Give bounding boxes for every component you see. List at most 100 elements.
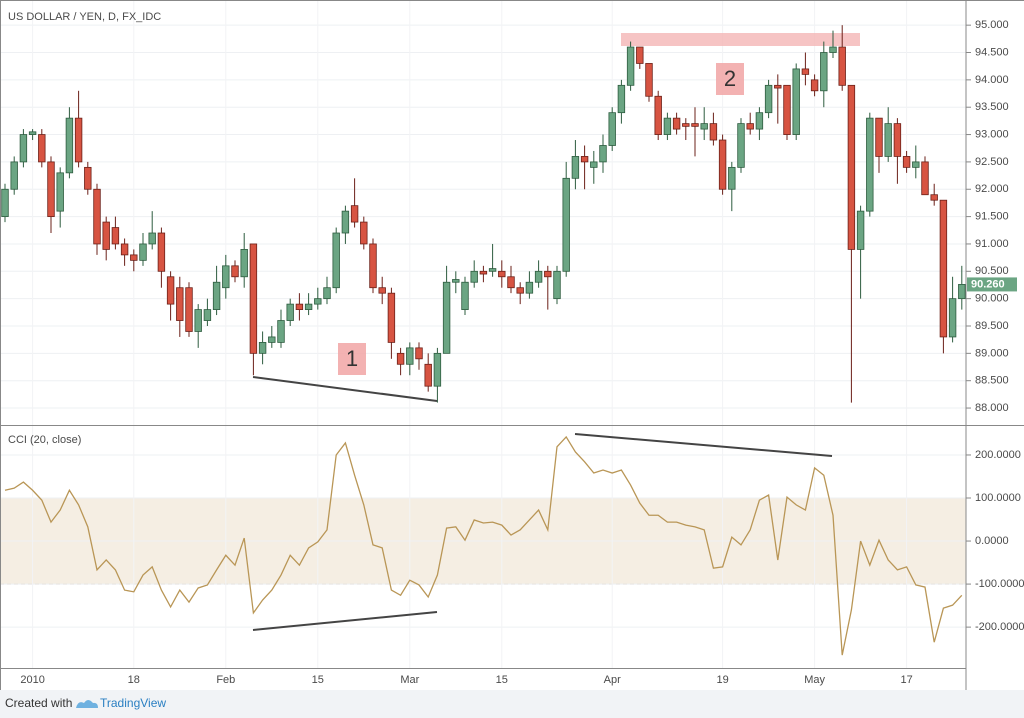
- x-tick-label: 19: [716, 674, 728, 686]
- candle-body: [396, 352, 405, 365]
- candle-body: [672, 117, 681, 130]
- candle-body: [38, 134, 46, 163]
- candle-body: [139, 243, 147, 261]
- candle-body: [442, 281, 451, 354]
- candle-body: [166, 276, 175, 305]
- candle-body: [755, 112, 764, 130]
- candle-body: [562, 177, 570, 272]
- candle-body: [893, 123, 902, 157]
- candle-body: [875, 117, 883, 157]
- candle-body: [553, 270, 561, 300]
- candle-body: [902, 156, 911, 168]
- candle-body: [939, 199, 948, 338]
- x-tick-label: Feb: [216, 674, 235, 686]
- candle-body: [360, 221, 368, 245]
- candle-body: [636, 46, 644, 64]
- candle-body: [111, 227, 120, 245]
- trend-line: [252, 611, 438, 631]
- x-tick-label: 15: [496, 674, 508, 686]
- candle-body: [617, 84, 626, 114]
- candle-body: [56, 172, 64, 212]
- trend-line: [574, 433, 833, 457]
- candle-body: [709, 123, 718, 141]
- candle-body: [856, 210, 865, 250]
- candle-body: [350, 205, 359, 223]
- candle-body: [590, 161, 598, 168]
- candle-body: [479, 270, 488, 275]
- candle-body: [74, 117, 83, 163]
- y-tick-label: 89.500: [975, 320, 1009, 332]
- candle-body: [820, 52, 828, 92]
- candle-body: [718, 139, 727, 190]
- resistance-zone: [621, 33, 860, 46]
- candle-body: [222, 265, 230, 289]
- candle-body: [792, 68, 800, 135]
- candle-body: [84, 166, 92, 190]
- candle-body: [921, 161, 929, 196]
- candle-body: [323, 287, 331, 300]
- x-tick-label: May: [804, 674, 825, 686]
- last-price-box: [967, 277, 1017, 292]
- candle-body: [948, 298, 957, 338]
- candle-body: [801, 68, 810, 75]
- candle-body: [295, 303, 304, 310]
- candle-body: [663, 117, 672, 135]
- candle-body: [406, 347, 414, 365]
- candle-body: [764, 84, 773, 114]
- candle-body: [654, 95, 662, 135]
- candle-body: [277, 320, 285, 343]
- last-price-label: 90.260: [971, 278, 1005, 290]
- candle-body: [774, 84, 782, 89]
- candle-body: [203, 309, 212, 321]
- candle-body: [507, 276, 515, 289]
- candle-body: [958, 284, 966, 300]
- candle-body: [580, 156, 589, 163]
- candle-body: [378, 287, 386, 294]
- y-tick-label: -200.0000: [975, 621, 1024, 633]
- x-tick-label: Mar: [400, 674, 419, 686]
- candle-body: [498, 270, 506, 278]
- candle-body: [544, 270, 552, 278]
- candle-body: [249, 243, 258, 354]
- y-tick-label: 100.0000: [975, 492, 1021, 504]
- annotation: 1: [346, 346, 358, 371]
- candle-body: [470, 270, 478, 283]
- candle-body: [369, 243, 377, 289]
- y-tick-label: 94.000: [975, 74, 1009, 86]
- candle-body: [148, 232, 156, 245]
- candle-body: [608, 112, 616, 146]
- candle-body: [682, 123, 690, 127]
- y-tick-label: 91.500: [975, 211, 1009, 223]
- candle-body: [488, 268, 497, 272]
- candle-body: [93, 188, 101, 245]
- candle-body: [829, 46, 837, 53]
- candle-body: [212, 281, 221, 310]
- trend-line: [252, 376, 438, 402]
- y-tick-label: 92.000: [975, 183, 1009, 195]
- footer-text: Created with: [5, 696, 72, 710]
- candle-body: [65, 117, 74, 174]
- candle-body: [120, 243, 129, 256]
- candle-body: [571, 156, 580, 179]
- candle-body: [341, 210, 350, 234]
- y-tick-label: 0.0000: [975, 535, 1009, 547]
- y-tick-label: 92.500: [975, 156, 1009, 168]
- y-tick-label: 93.000: [975, 128, 1009, 140]
- candle-body: [930, 194, 938, 201]
- y-tick-label: 94.500: [975, 46, 1009, 58]
- candle-body: [231, 265, 239, 278]
- front-layer: 90.260 88.000 88.500 89.000 89.500 90.000 90.5…: [1, 19, 1024, 686]
- candle-body: [525, 281, 534, 294]
- candle-body: [286, 303, 294, 321]
- footer-brand: TradingView: [100, 696, 166, 710]
- candle-body: [737, 123, 745, 168]
- candle-body: [626, 46, 635, 86]
- candle-body: [599, 145, 607, 163]
- candle-body: [783, 84, 791, 135]
- candle-body: [838, 46, 846, 86]
- candle-body: [746, 123, 754, 130]
- y-tick-label: 90.500: [975, 265, 1009, 277]
- candle-body: [194, 309, 202, 332]
- candle-body: [47, 161, 55, 218]
